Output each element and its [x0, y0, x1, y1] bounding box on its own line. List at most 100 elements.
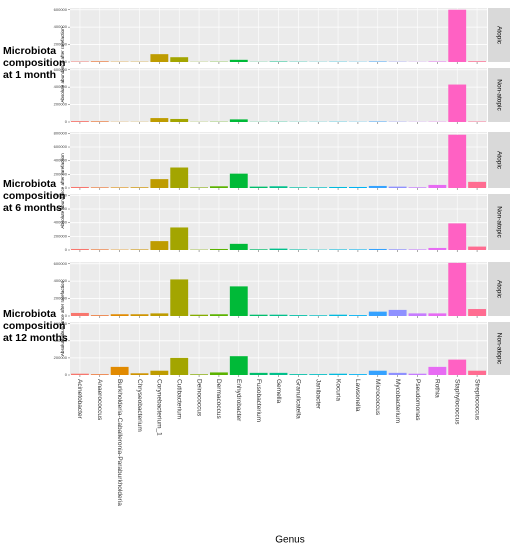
x-tick-label: Kocuria — [334, 379, 341, 401]
bar — [408, 187, 427, 188]
bar — [170, 357, 189, 375]
bar — [130, 249, 149, 250]
bar — [348, 186, 367, 188]
bar — [170, 57, 189, 62]
bar — [190, 187, 209, 188]
bar — [448, 223, 467, 250]
bar — [110, 366, 129, 375]
facet-label: Atopic — [495, 280, 502, 299]
x-tick-label: Acinetobacter — [76, 379, 83, 420]
bar — [468, 61, 487, 62]
bar — [408, 313, 427, 316]
bar — [249, 186, 268, 188]
x-tick-label: Dermacoccus — [215, 379, 222, 419]
bar — [309, 315, 328, 316]
x-tick-label: Mycobacterium — [394, 379, 401, 423]
bar — [70, 312, 89, 316]
x-tick-label: Rothia — [434, 379, 441, 398]
bar — [428, 247, 447, 250]
x-tick-label: Fusobacterium — [255, 379, 262, 422]
bar — [388, 249, 407, 250]
y-axis-label: Absolute abundance after rarefaction — [60, 280, 65, 356]
x-tick-label: Deinococcus — [195, 379, 202, 417]
y-tick-label: 200000 — [54, 233, 68, 238]
bar — [468, 246, 487, 250]
bar — [428, 366, 447, 375]
bar — [70, 373, 89, 375]
bar — [90, 249, 109, 250]
y-tick-label: 0 — [65, 372, 68, 377]
bar — [130, 373, 149, 375]
bar — [249, 314, 268, 316]
x-tick-label: Chryseobacterium — [136, 379, 143, 432]
bar — [229, 173, 248, 188]
y-tick-label: 600000 — [54, 206, 68, 211]
x-tick-label: Lawsonella — [354, 379, 361, 412]
facet-strip — [488, 262, 510, 316]
bar — [229, 119, 248, 122]
bar — [130, 187, 149, 188]
facet-label: Non-atopic — [495, 206, 502, 238]
bar — [150, 118, 169, 122]
y-tick-label: 400000 — [54, 338, 68, 343]
bar — [130, 314, 149, 316]
bar — [269, 186, 288, 188]
bar — [90, 187, 109, 188]
x-axis-label: Genus — [275, 535, 304, 546]
bar — [209, 314, 228, 316]
bar — [448, 9, 467, 62]
x-tick-label: Granulicatella — [295, 379, 302, 419]
bar — [70, 186, 89, 188]
y-tick-label: 600000 — [54, 144, 68, 149]
bar — [150, 370, 169, 375]
x-tick-label: Corynebacterium_1 — [156, 379, 163, 436]
bar — [190, 314, 209, 316]
bar — [150, 179, 169, 188]
y-tick-label: 600000 — [54, 67, 68, 72]
y-tick-label: 800000 — [54, 192, 68, 197]
y-tick-label: 200000 — [54, 42, 68, 47]
y-tick-label: 600000 — [54, 7, 68, 12]
y-tick-label: 600000 — [54, 261, 68, 266]
y-tick-label: 0 — [65, 59, 68, 64]
x-tick-label: Enhydrobacter — [235, 379, 242, 422]
x-tick-label: Cutibacterium — [175, 379, 182, 419]
bar — [448, 134, 467, 188]
panel-label: Microbiota composition at 1 month — [3, 45, 66, 81]
y-tick-label: 400000 — [54, 278, 68, 283]
bar — [90, 61, 109, 62]
y-tick-label: 400000 — [54, 84, 68, 89]
bar — [90, 121, 109, 122]
y-tick-label: 0 — [65, 313, 68, 318]
bar — [408, 373, 427, 375]
panel-label: Microbiota composition at 6 months — [3, 178, 66, 214]
bar — [70, 248, 89, 250]
bar — [90, 315, 109, 316]
bar — [249, 249, 268, 250]
bar — [388, 309, 407, 316]
x-tick-label: Gemella — [275, 379, 282, 404]
bar — [408, 249, 427, 250]
facet-strip — [488, 68, 510, 122]
bar — [229, 59, 248, 62]
bar — [348, 374, 367, 375]
y-tick-label: 400000 — [54, 220, 68, 225]
bar — [329, 314, 348, 316]
bar — [368, 370, 387, 375]
y-tick-label: 400000 — [54, 24, 68, 29]
bar — [448, 262, 467, 316]
bar — [448, 359, 467, 375]
bar — [289, 315, 308, 316]
bar — [170, 227, 189, 250]
bar — [348, 249, 367, 250]
x-tick-label: Janibacter — [314, 379, 321, 410]
y-axis-label: Absolute abundance after rarefaction — [60, 153, 65, 229]
facet-strip — [488, 8, 510, 62]
y-tick-label: 200000 — [54, 171, 68, 176]
x-tick-label: Micrococcus — [374, 379, 381, 416]
bar — [150, 313, 169, 316]
bar — [229, 243, 248, 250]
bar — [249, 372, 268, 375]
